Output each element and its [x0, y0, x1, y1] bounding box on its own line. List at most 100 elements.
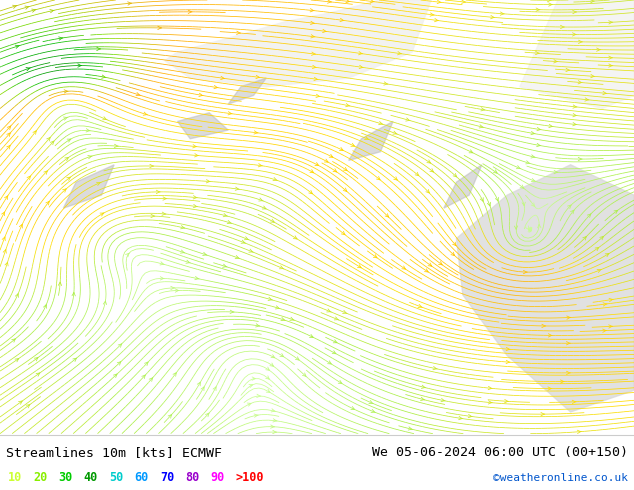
- FancyArrowPatch shape: [160, 262, 164, 265]
- FancyArrowPatch shape: [426, 190, 429, 193]
- FancyArrowPatch shape: [378, 122, 383, 124]
- FancyArrowPatch shape: [5, 262, 8, 266]
- FancyArrowPatch shape: [206, 180, 210, 183]
- FancyArrowPatch shape: [531, 155, 535, 158]
- FancyArrowPatch shape: [256, 324, 260, 327]
- FancyArrowPatch shape: [542, 324, 546, 328]
- FancyArrowPatch shape: [50, 9, 54, 13]
- FancyArrowPatch shape: [548, 387, 552, 390]
- Text: 40: 40: [84, 471, 98, 484]
- Polygon shape: [456, 165, 634, 412]
- FancyArrowPatch shape: [58, 282, 61, 286]
- FancyArrowPatch shape: [585, 98, 589, 101]
- FancyArrowPatch shape: [87, 155, 92, 159]
- FancyArrowPatch shape: [26, 68, 30, 71]
- FancyArrowPatch shape: [495, 197, 498, 201]
- FancyArrowPatch shape: [332, 351, 336, 354]
- FancyArrowPatch shape: [67, 139, 71, 142]
- FancyArrowPatch shape: [342, 310, 347, 314]
- FancyArrowPatch shape: [3, 249, 6, 253]
- FancyArrowPatch shape: [213, 387, 216, 391]
- FancyArrowPatch shape: [334, 317, 339, 320]
- Text: 60: 60: [134, 471, 148, 484]
- FancyArrowPatch shape: [351, 143, 354, 147]
- FancyArrowPatch shape: [603, 303, 607, 306]
- FancyArrowPatch shape: [553, 60, 558, 63]
- FancyArrowPatch shape: [236, 31, 241, 34]
- FancyArrowPatch shape: [536, 144, 541, 147]
- FancyArrowPatch shape: [573, 10, 577, 14]
- FancyArrowPatch shape: [186, 260, 190, 263]
- Polygon shape: [520, 0, 634, 108]
- FancyArrowPatch shape: [343, 188, 347, 192]
- Polygon shape: [444, 165, 482, 208]
- FancyArrowPatch shape: [160, 277, 164, 280]
- FancyArrowPatch shape: [223, 264, 227, 268]
- FancyArrowPatch shape: [15, 45, 20, 49]
- FancyArrowPatch shape: [199, 93, 203, 97]
- FancyArrowPatch shape: [547, 0, 552, 2]
- FancyArrowPatch shape: [573, 33, 576, 36]
- FancyArrowPatch shape: [221, 76, 225, 79]
- FancyArrowPatch shape: [181, 225, 185, 229]
- FancyArrowPatch shape: [571, 210, 574, 214]
- FancyArrowPatch shape: [275, 306, 280, 309]
- FancyArrowPatch shape: [595, 247, 598, 251]
- FancyArrowPatch shape: [158, 26, 162, 29]
- FancyArrowPatch shape: [15, 359, 18, 362]
- FancyArrowPatch shape: [377, 176, 380, 180]
- FancyArrowPatch shape: [425, 269, 428, 272]
- FancyArrowPatch shape: [531, 203, 534, 206]
- FancyArrowPatch shape: [157, 190, 160, 194]
- FancyArrowPatch shape: [36, 373, 40, 376]
- FancyArrowPatch shape: [428, 263, 432, 266]
- FancyArrowPatch shape: [271, 219, 275, 222]
- FancyArrowPatch shape: [524, 270, 527, 274]
- FancyArrowPatch shape: [609, 64, 612, 67]
- FancyArrowPatch shape: [520, 185, 524, 188]
- FancyArrowPatch shape: [103, 117, 107, 120]
- FancyArrowPatch shape: [554, 171, 558, 174]
- FancyArrowPatch shape: [609, 325, 612, 328]
- FancyArrowPatch shape: [587, 214, 591, 218]
- FancyArrowPatch shape: [453, 173, 456, 177]
- FancyArrowPatch shape: [591, 74, 595, 78]
- FancyArrowPatch shape: [573, 114, 577, 117]
- FancyArrowPatch shape: [415, 172, 418, 176]
- FancyArrowPatch shape: [329, 154, 333, 157]
- FancyArrowPatch shape: [294, 236, 297, 239]
- FancyArrowPatch shape: [201, 387, 204, 391]
- FancyArrowPatch shape: [259, 198, 263, 201]
- FancyArrowPatch shape: [254, 131, 258, 134]
- FancyArrowPatch shape: [333, 169, 337, 172]
- FancyArrowPatch shape: [97, 47, 101, 50]
- FancyArrowPatch shape: [175, 289, 179, 292]
- FancyArrowPatch shape: [64, 90, 68, 93]
- Text: 80: 80: [185, 471, 199, 484]
- FancyArrowPatch shape: [247, 403, 251, 406]
- FancyArrowPatch shape: [50, 141, 54, 145]
- FancyArrowPatch shape: [168, 415, 172, 418]
- FancyArrowPatch shape: [338, 380, 342, 384]
- FancyArrowPatch shape: [406, 118, 410, 121]
- FancyArrowPatch shape: [560, 380, 564, 383]
- FancyArrowPatch shape: [127, 2, 132, 5]
- FancyArrowPatch shape: [600, 237, 604, 240]
- FancyArrowPatch shape: [44, 305, 46, 308]
- FancyArrowPatch shape: [325, 159, 328, 162]
- FancyArrowPatch shape: [271, 355, 275, 358]
- FancyArrowPatch shape: [18, 401, 22, 404]
- FancyArrowPatch shape: [394, 177, 398, 180]
- FancyArrowPatch shape: [441, 398, 445, 402]
- FancyArrowPatch shape: [101, 75, 106, 78]
- FancyArrowPatch shape: [309, 191, 313, 194]
- FancyArrowPatch shape: [271, 409, 276, 412]
- Text: 90: 90: [210, 471, 224, 484]
- FancyArrowPatch shape: [609, 56, 612, 59]
- FancyArrowPatch shape: [280, 353, 283, 357]
- FancyArrowPatch shape: [309, 335, 313, 338]
- FancyArrowPatch shape: [203, 252, 207, 255]
- FancyArrowPatch shape: [427, 160, 430, 163]
- FancyArrowPatch shape: [346, 103, 350, 107]
- FancyArrowPatch shape: [118, 344, 122, 347]
